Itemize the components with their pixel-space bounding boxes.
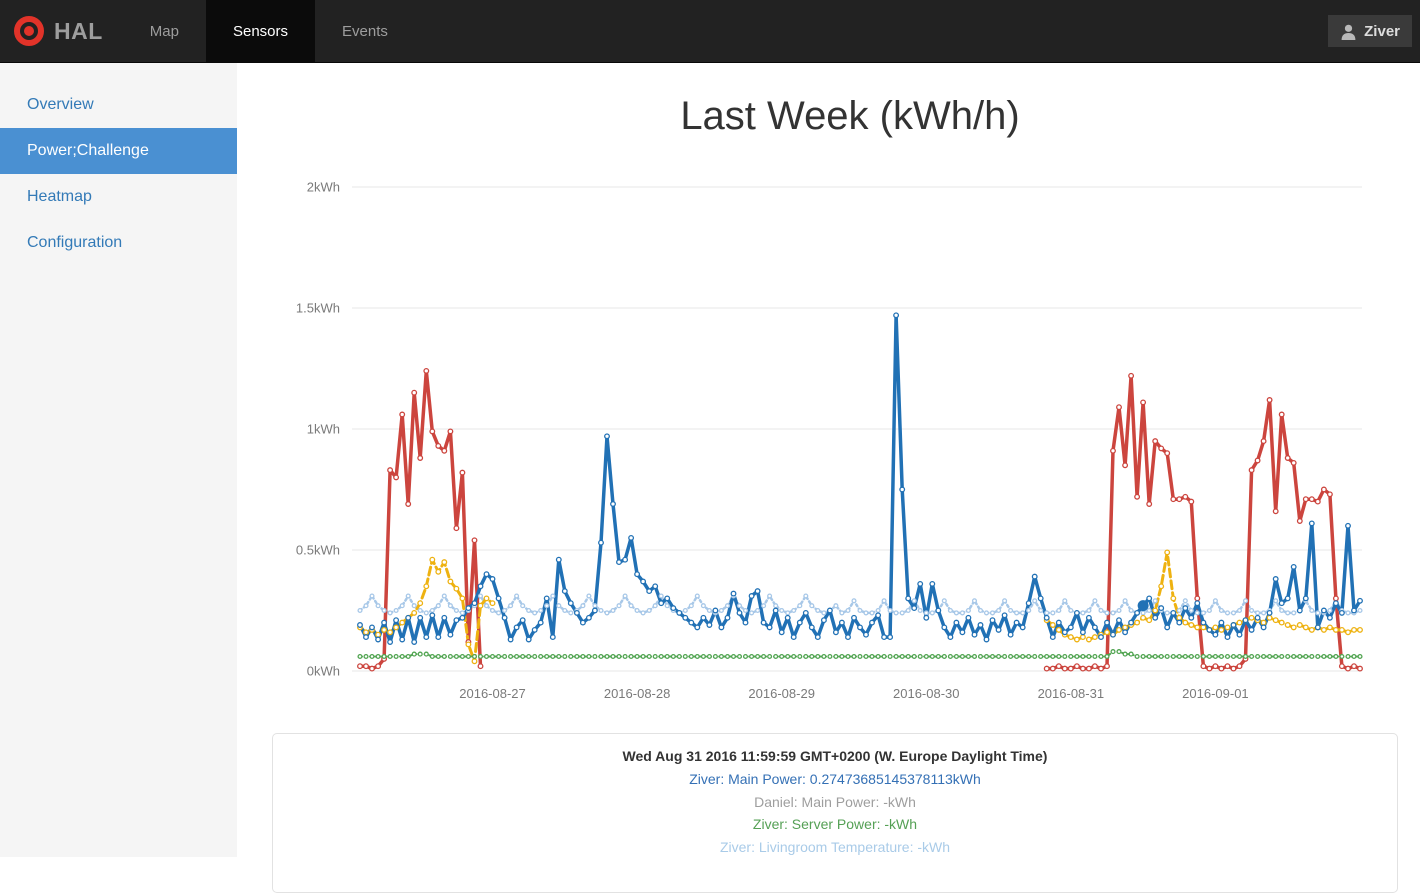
sidebar: Overview Power;Challenge Heatmap Configu… bbox=[0, 62, 237, 857]
chart-tooltip-panel: Wed Aug 31 2016 11:59:59 GMT+0200 (W. Eu… bbox=[272, 733, 1398, 893]
tooltip-entry-daniel-main-power: Daniel: Main Power: -kWh bbox=[754, 793, 916, 810]
tooltip-entry-main-power: Ziver: Main Power: 0.27473685145378113kW… bbox=[689, 771, 981, 787]
top-navbar: HAL Map Sensors Events Ziver bbox=[0, 0, 1420, 63]
sidebar-item-overview[interactable]: Overview bbox=[27, 96, 94, 113]
sidebar-item-power-challenge[interactable]: Power;Challenge bbox=[0, 128, 237, 174]
user-name: Ziver bbox=[1364, 22, 1400, 40]
nav-item-map[interactable]: Map bbox=[149, 22, 179, 40]
tooltip-entry-server-power: Ziver: Server Power: -kWh bbox=[752, 816, 918, 832]
tooltip-timestamp: Wed Aug 31 2016 11:59:59 GMT+0200 (W. Eu… bbox=[622, 748, 1048, 764]
sidebar-item-configuration[interactable]: Configuration bbox=[27, 234, 123, 251]
svg-text:2kWh: 2kWh bbox=[307, 180, 340, 195]
svg-text:0.5kWh: 0.5kWh bbox=[296, 543, 340, 558]
svg-text:2016-08-31: 2016-08-31 bbox=[1038, 686, 1105, 701]
user-icon bbox=[1341, 24, 1356, 40]
svg-text:1.5kWh: 1.5kWh bbox=[296, 301, 340, 316]
hal-target-logo-icon bbox=[14, 16, 44, 46]
svg-text:2016-08-29: 2016-08-29 bbox=[748, 686, 815, 701]
sidebar-item-heatmap[interactable]: Heatmap bbox=[27, 188, 92, 205]
nav-item-events[interactable]: Events bbox=[342, 22, 388, 40]
brand-title: HAL bbox=[54, 17, 103, 44]
svg-text:0kWh: 0kWh bbox=[307, 664, 340, 679]
chart-title: Last Week (kWh/h) bbox=[680, 94, 1020, 138]
svg-text:2016-09-01: 2016-09-01 bbox=[1182, 686, 1249, 701]
svg-text:2016-08-30: 2016-08-30 bbox=[893, 686, 960, 701]
power-line-chart[interactable]: 0kWh 0.5kWh 1kWh 1.5kWh 2kWh 2016-08-27 2016-0… bbox=[0, 0, 1420, 730]
svg-text:2016-08-27: 2016-08-27 bbox=[459, 686, 526, 701]
user-menu[interactable]: Ziver bbox=[1328, 15, 1412, 47]
nav-item-sensors[interactable]: Sensors bbox=[205, 0, 315, 62]
svg-text:2016-08-28: 2016-08-28 bbox=[604, 686, 671, 701]
brand[interactable]: HAL bbox=[0, 0, 123, 62]
svg-text:1kWh: 1kWh bbox=[307, 422, 340, 437]
navbar-spacer bbox=[415, 0, 1328, 62]
tooltip-entry-livingroom-temperature: Ziver: Livingroom Temperature: -kWh bbox=[719, 838, 951, 855]
